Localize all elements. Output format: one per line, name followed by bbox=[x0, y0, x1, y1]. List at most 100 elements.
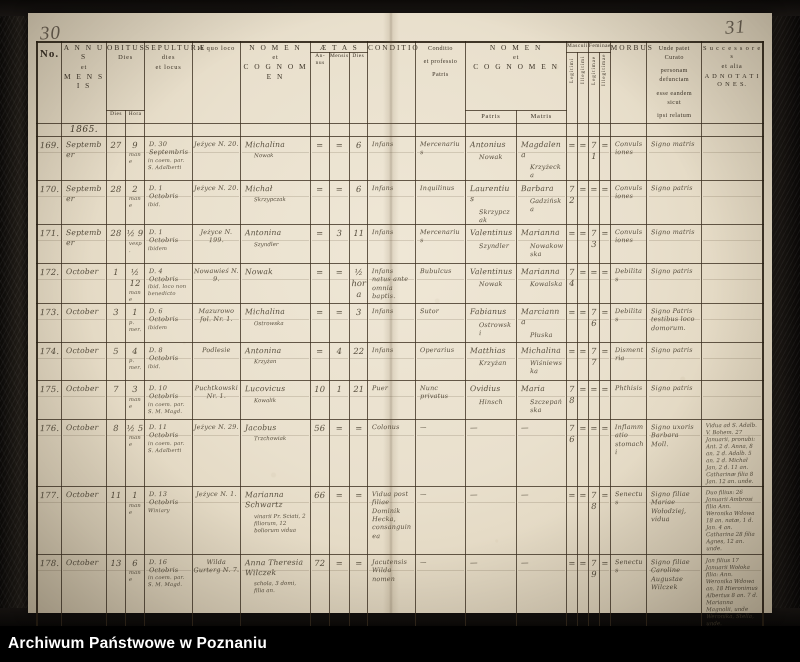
cell-morbus-text: Inflammatio stomachi bbox=[614, 422, 644, 457]
cell-obitus-dies: 13 bbox=[106, 553, 127, 626]
year-cell-6 bbox=[191, 122, 241, 137]
cell-nomen-matris-text: — bbox=[520, 423, 529, 433]
header-conditio-patris: Conditio et professio Patris bbox=[414, 41, 467, 124]
year-cell-15 bbox=[566, 122, 578, 137]
cell-morbus-text: Convulsiones bbox=[614, 184, 642, 201]
cell-aetas-mensis-text: = bbox=[335, 139, 343, 151]
cell-aetas-dies-text: = bbox=[354, 557, 362, 568]
cell-in-quo-loco: Wilda Gurterg N. 7. bbox=[191, 553, 241, 626]
cell-cognomen-text: Ostrowska bbox=[253, 320, 284, 327]
cell-obitus-hora: 2 mane bbox=[125, 180, 146, 226]
header-annus-mensis: A N N U S et M E N S I S bbox=[61, 41, 108, 124]
cell-morbus: Senectus bbox=[609, 486, 648, 555]
cell-masculi-illegitimi-text: = bbox=[579, 184, 587, 195]
cell-conditio-patris: — bbox=[414, 553, 467, 626]
cell-feminae-legitimae-text: 73 bbox=[590, 228, 597, 250]
cell-conditio-patris: — bbox=[414, 418, 467, 488]
cell-no-text: 170. bbox=[39, 184, 60, 195]
cell-conditio: Infans natus ante omnia baptis. bbox=[367, 262, 416, 305]
cell-aetas-mensis: = bbox=[328, 135, 350, 182]
cell-aetas-dies-text: 22 bbox=[352, 345, 364, 357]
cell-masculi-legitimi-text: = bbox=[568, 557, 576, 568]
cell-obitus-dies-text: 1 bbox=[113, 266, 119, 277]
cell-in-quo-loco: Jeżyce N. 20. bbox=[191, 180, 241, 226]
cell-no-text: 171. bbox=[39, 228, 60, 239]
cell-conditio-text: Infans bbox=[372, 345, 394, 355]
table-row[interactable]: 178. October 13 6 mane D. 16 Octobris in coem.… bbox=[36, 553, 764, 626]
cell-nomen-cognomen: Nowak bbox=[239, 262, 312, 305]
year-cell-21 bbox=[701, 122, 764, 137]
cell-conditio-patris-text: Operarius bbox=[419, 345, 455, 355]
table-row[interactable]: 173. October 3 1 p. mer. D. 6 Octobris ibidem M… bbox=[36, 303, 764, 343]
cell-morbus-text: Debilitas bbox=[614, 266, 642, 284]
cell-masculi-legitimi: 76 bbox=[566, 418, 578, 488]
cell-masculi-legitimi: = bbox=[566, 224, 578, 264]
cell-conditio: Vidua post filiae Dominik Hecka, consang… bbox=[367, 486, 416, 555]
cell-obitus-hora-note: p. mer. bbox=[129, 358, 142, 371]
cell-masculi-legitimi: = bbox=[566, 486, 578, 555]
cell-annus-mensis-text: October bbox=[66, 490, 99, 500]
cell-sepulturae-note: in coem. par. S. Adalberti bbox=[148, 157, 185, 171]
cell-conditio-patris: Nunc privatus bbox=[414, 380, 467, 420]
cell-nomen-patris-text: Matthias bbox=[470, 345, 506, 356]
cell-aetas-dies-text: 11 bbox=[352, 228, 364, 239]
cell-nomen-text: Antonina bbox=[244, 345, 281, 356]
cell-obitus-dies-text: 3 bbox=[113, 307, 119, 318]
cell-aetas-annus: = bbox=[310, 341, 330, 382]
cell-no: 169. bbox=[36, 135, 63, 182]
table-row[interactable]: 170. September 28 2 mane D. 1 Octobris ibid. Je… bbox=[36, 180, 764, 226]
cell-nomen-matris: Marianna Nowakowska bbox=[515, 224, 568, 264]
cell-no: 175. bbox=[36, 380, 63, 420]
cell-masculi-illegitimi-text: = bbox=[579, 490, 587, 501]
cell-conditio: Infans bbox=[367, 180, 416, 226]
table-row[interactable]: 172. October 1 ½ 12 mane D. 4 Octobris ibid. l… bbox=[36, 262, 764, 305]
cell-in-quo-loco: Jeżyce N. 29. bbox=[191, 418, 241, 488]
cell-cognomen-patris-text: Szyndler bbox=[479, 241, 510, 250]
cell-sepulturae: D. 4 Octobris ibid. loco non benedicto bbox=[144, 262, 193, 305]
header-feminae: Feminae bbox=[587, 41, 611, 54]
table-row[interactable]: 175. October 7 3 mane D. 10 Octobris in coem. … bbox=[36, 380, 764, 420]
cell-sepulturae: D. 8 Octobris ibid. bbox=[144, 341, 193, 382]
cell-adnotationes-text bbox=[702, 137, 762, 141]
cell-aetas-annus: = bbox=[310, 262, 330, 305]
cell-adnotationes: Jan filius 17 Januarii Wołoka filia: Ann… bbox=[701, 553, 764, 626]
cell-obitus-hora-note: p. mer. bbox=[129, 319, 142, 333]
cell-obitus-hora-text: 1 bbox=[132, 307, 138, 318]
cell-adnotationes-text bbox=[702, 181, 762, 185]
cell-obitus-dies-text: 28 bbox=[110, 184, 122, 195]
header-unde-patet: Unde patet Curato personam defunctam ess… bbox=[646, 41, 702, 124]
table-row[interactable]: 177. October 11 1 mane D. 13 Octobris Winiary J… bbox=[36, 486, 764, 555]
cell-aetas-dies: = bbox=[348, 486, 369, 555]
cell-conditio-patris-text: Nunc privatus bbox=[419, 384, 449, 401]
header-in-quo-loco: In quo loco bbox=[191, 41, 241, 124]
cell-cognomen-text: schola, 3 domi, filia an. bbox=[253, 580, 296, 595]
cell-aetas-annus: = bbox=[310, 135, 330, 182]
cell-obitus-dies: 28 bbox=[106, 224, 127, 264]
cell-sepulturae-note: ibidem bbox=[148, 325, 168, 332]
cell-nomen-matris: Magdalena Krzyżecka bbox=[515, 135, 568, 182]
table-row[interactable]: 169. September 27 9 mane D. 30 Septembris in c… bbox=[36, 135, 764, 182]
year-cell-16 bbox=[576, 122, 589, 137]
year-cell-13 bbox=[465, 122, 517, 137]
header-aetas-annus: An- nus bbox=[310, 52, 330, 124]
cell-aetas-mensis: 1 bbox=[328, 380, 350, 420]
death-register-table-wrapper: No. A N N U S et M E N S I S OBITUS Dies bbox=[36, 41, 764, 626]
cell-nomen-patris: Antonius Nowak bbox=[465, 135, 517, 182]
cell-obitus-hora: ½ 9 vesp. bbox=[125, 224, 146, 264]
cell-sepulturae-note: ibidem bbox=[148, 245, 168, 253]
cell-morbus-text: Dismentria bbox=[614, 345, 644, 363]
year-cell-label: 1865. bbox=[61, 122, 108, 137]
cell-annus-mensis-text: October bbox=[66, 557, 99, 567]
cell-nomen-text: Michalina bbox=[244, 307, 285, 317]
table-row[interactable]: 176. October 8 ½ 5 mane D. 11 Octobris in coem… bbox=[36, 418, 764, 488]
cell-in-quo-loco: Nowawieś N. 9. bbox=[191, 262, 241, 305]
cell-nomen-text: Jacobus bbox=[244, 422, 277, 433]
cell-obitus-dies: 28 bbox=[106, 180, 127, 226]
cell-adnotationes-text: Jan filius 17 Januarii Wołoka filia: Ann… bbox=[705, 557, 758, 626]
year-cell-20 bbox=[646, 122, 702, 137]
cell-no-text: 175. bbox=[39, 384, 60, 395]
cell-sepulturae: D. 11 Octobris in coem. par. S. Adalberti bbox=[144, 418, 193, 488]
table-row[interactable]: 174. October 5 4 p. mer. D. 8 Octobris ibid. Po… bbox=[36, 341, 764, 382]
cell-adnotationes-text bbox=[702, 304, 762, 308]
table-row[interactable]: 171. September 28 ½ 9 vesp. D. 1 Octobris ibid… bbox=[36, 224, 764, 264]
